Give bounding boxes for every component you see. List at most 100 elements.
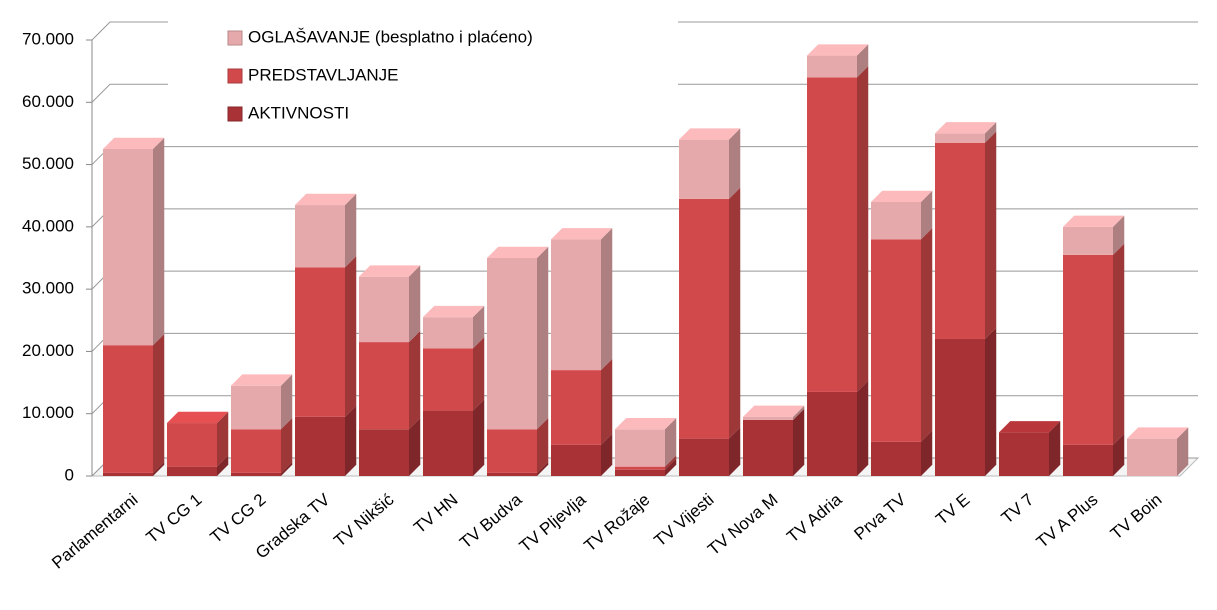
grid-line — [91, 270, 1198, 290]
x-tick-label: TV E — [932, 490, 973, 529]
bar-segment — [807, 391, 857, 476]
bar-side — [153, 137, 165, 346]
legend-swatch — [227, 106, 243, 122]
grid-line — [91, 146, 1198, 165]
bar-segment — [679, 198, 729, 439]
bar-top — [679, 128, 741, 140]
bar-segment — [487, 429, 537, 473]
bar-segment — [103, 472, 153, 476]
bar-segment — [423, 348, 473, 411]
legend-swatch — [227, 30, 243, 46]
bar-side — [537, 246, 549, 430]
bar-top — [999, 421, 1061, 433]
bar-side — [601, 228, 613, 371]
bar-segment — [551, 370, 601, 445]
bar-side — [473, 337, 485, 411]
bar-side — [1177, 427, 1189, 476]
bar-side — [153, 333, 165, 473]
bar-side — [921, 228, 933, 442]
bar-side — [473, 305, 485, 349]
x-tick-label: TV A Plus — [1033, 490, 1102, 552]
y-tick-label: 20.000 — [22, 341, 74, 360]
bar-segment — [935, 142, 985, 339]
bar-segment — [615, 429, 665, 467]
legend-swatch — [227, 68, 243, 84]
bar-top — [1127, 427, 1189, 439]
bar-top — [103, 137, 165, 149]
bar-side — [409, 418, 421, 476]
bar-side — [1113, 243, 1125, 445]
legend-box — [168, 18, 678, 130]
bar-segment — [743, 419, 793, 476]
bar-side — [729, 128, 741, 199]
bar-side — [409, 265, 421, 343]
bar-side — [665, 418, 677, 467]
grid-line — [91, 21, 1198, 41]
bar-segment — [231, 385, 281, 430]
bar-segment — [359, 276, 409, 343]
bar-top — [807, 44, 869, 56]
bar-top — [423, 305, 485, 318]
bar-side — [281, 461, 293, 476]
bar-top — [1063, 215, 1125, 227]
bar-segment — [935, 338, 985, 476]
bar-side — [345, 193, 357, 268]
bar-side — [345, 405, 357, 476]
legend-label: AKTIVNOSTI — [248, 103, 349, 122]
bar-top — [935, 122, 997, 134]
bar-segment — [743, 416, 793, 420]
bar-segment — [871, 239, 921, 442]
bar-top — [615, 418, 677, 430]
bar-segment — [1063, 254, 1113, 445]
x-tick-label: TV CG 2 — [207, 490, 270, 547]
x-tick-label: TV Rožaje — [580, 490, 653, 556]
bar-side — [665, 455, 677, 470]
bar-segment — [807, 77, 857, 392]
bar-segment — [295, 416, 345, 476]
bar-segment — [615, 466, 665, 470]
bar-segment — [359, 342, 409, 430]
bar-segment — [423, 317, 473, 349]
bar-top — [551, 228, 613, 240]
bar-segment — [423, 410, 473, 476]
bar-side — [281, 374, 293, 430]
bar-segment — [999, 432, 1049, 476]
x-tick-label: TV HN — [410, 490, 461, 537]
bar-side — [345, 256, 357, 417]
bar-side — [921, 190, 933, 240]
x-tick-label: TV CG 1 — [143, 490, 206, 547]
bar-segment — [295, 267, 345, 417]
bar-segment — [487, 472, 537, 476]
x-tick-label: Prva TV — [850, 490, 910, 544]
bar-side — [537, 418, 549, 473]
bar-top — [295, 193, 357, 206]
bar-segment — [871, 441, 921, 476]
x-tick-label: TV Budva — [456, 490, 526, 553]
y-tick-label: 30.000 — [22, 279, 74, 298]
x-tick-label: Parlamentarni — [48, 490, 141, 573]
bar-side — [665, 458, 677, 476]
bar-segment — [231, 472, 281, 476]
bar-side — [601, 433, 613, 476]
y-tick-label: 0 — [65, 465, 74, 484]
bar-segment — [935, 133, 985, 143]
bar-side — [985, 122, 997, 143]
y-tick-label: 50.000 — [22, 154, 74, 173]
bar-side — [985, 131, 997, 339]
legend-label: PREDSTAVLJANJE — [248, 65, 399, 84]
bar-segment — [1063, 226, 1113, 255]
bar-segment — [231, 429, 281, 473]
bar-side — [217, 411, 229, 467]
x-tick-label: TV 7 — [998, 490, 1038, 528]
bar-side — [857, 380, 869, 476]
legend-label: OGLAŠAVANJE (besplatno i plaćeno) — [248, 27, 533, 46]
bar-side — [601, 358, 613, 445]
bar-side — [1113, 433, 1125, 476]
bar-side — [921, 430, 933, 476]
x-tick-label: TV Nikšić — [330, 490, 398, 551]
bar-segment — [359, 429, 409, 476]
bar-top — [359, 265, 421, 277]
grid-line — [91, 332, 1198, 352]
bar-side — [473, 399, 485, 476]
